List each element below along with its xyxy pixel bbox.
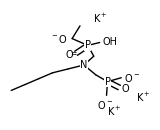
Text: P: P	[104, 77, 111, 87]
Text: O$^-$: O$^-$	[124, 72, 140, 84]
Text: N: N	[80, 60, 88, 70]
Text: =: =	[70, 49, 76, 58]
Text: P: P	[85, 40, 91, 50]
Text: O: O	[121, 84, 129, 95]
Text: O: O	[65, 50, 73, 60]
Text: O$^-$: O$^-$	[96, 99, 113, 111]
Text: $^-$O: $^-$O	[50, 33, 68, 45]
Text: K$^+$: K$^+$	[93, 11, 108, 25]
Text: OH: OH	[103, 37, 118, 47]
Text: K$^+$: K$^+$	[136, 91, 151, 104]
Text: K$^+$: K$^+$	[107, 104, 122, 118]
